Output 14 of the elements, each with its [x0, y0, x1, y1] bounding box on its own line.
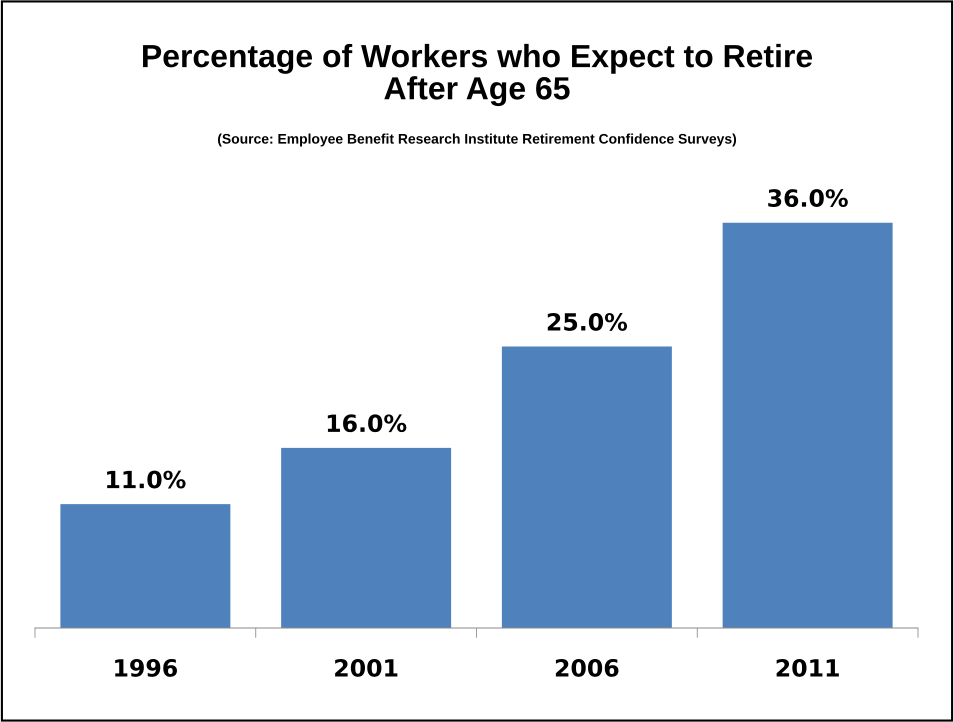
bar [60, 504, 230, 628]
x-tick-label: 1996 [115, 658, 177, 677]
x-tick-label: 2011 [776, 658, 839, 677]
bar [281, 448, 452, 628]
chart-subtitle: (Source: Employee Benefit Research Institute Retirement Confidence Surveys) [218, 134, 736, 146]
data-label: 11.0% [107, 470, 186, 488]
data-label: 36.0% [768, 189, 848, 208]
data-label: 25.0% [548, 312, 628, 331]
chart-title: Percentage of Workers who Expect to Retire After Age 65 [143, 44, 812, 106]
x-tick-label: 2006 [556, 658, 618, 677]
bar [502, 346, 672, 628]
data-label: 16.0% [328, 414, 406, 432]
bar [722, 222, 893, 628]
x-tick-label: 2001 [335, 658, 398, 677]
